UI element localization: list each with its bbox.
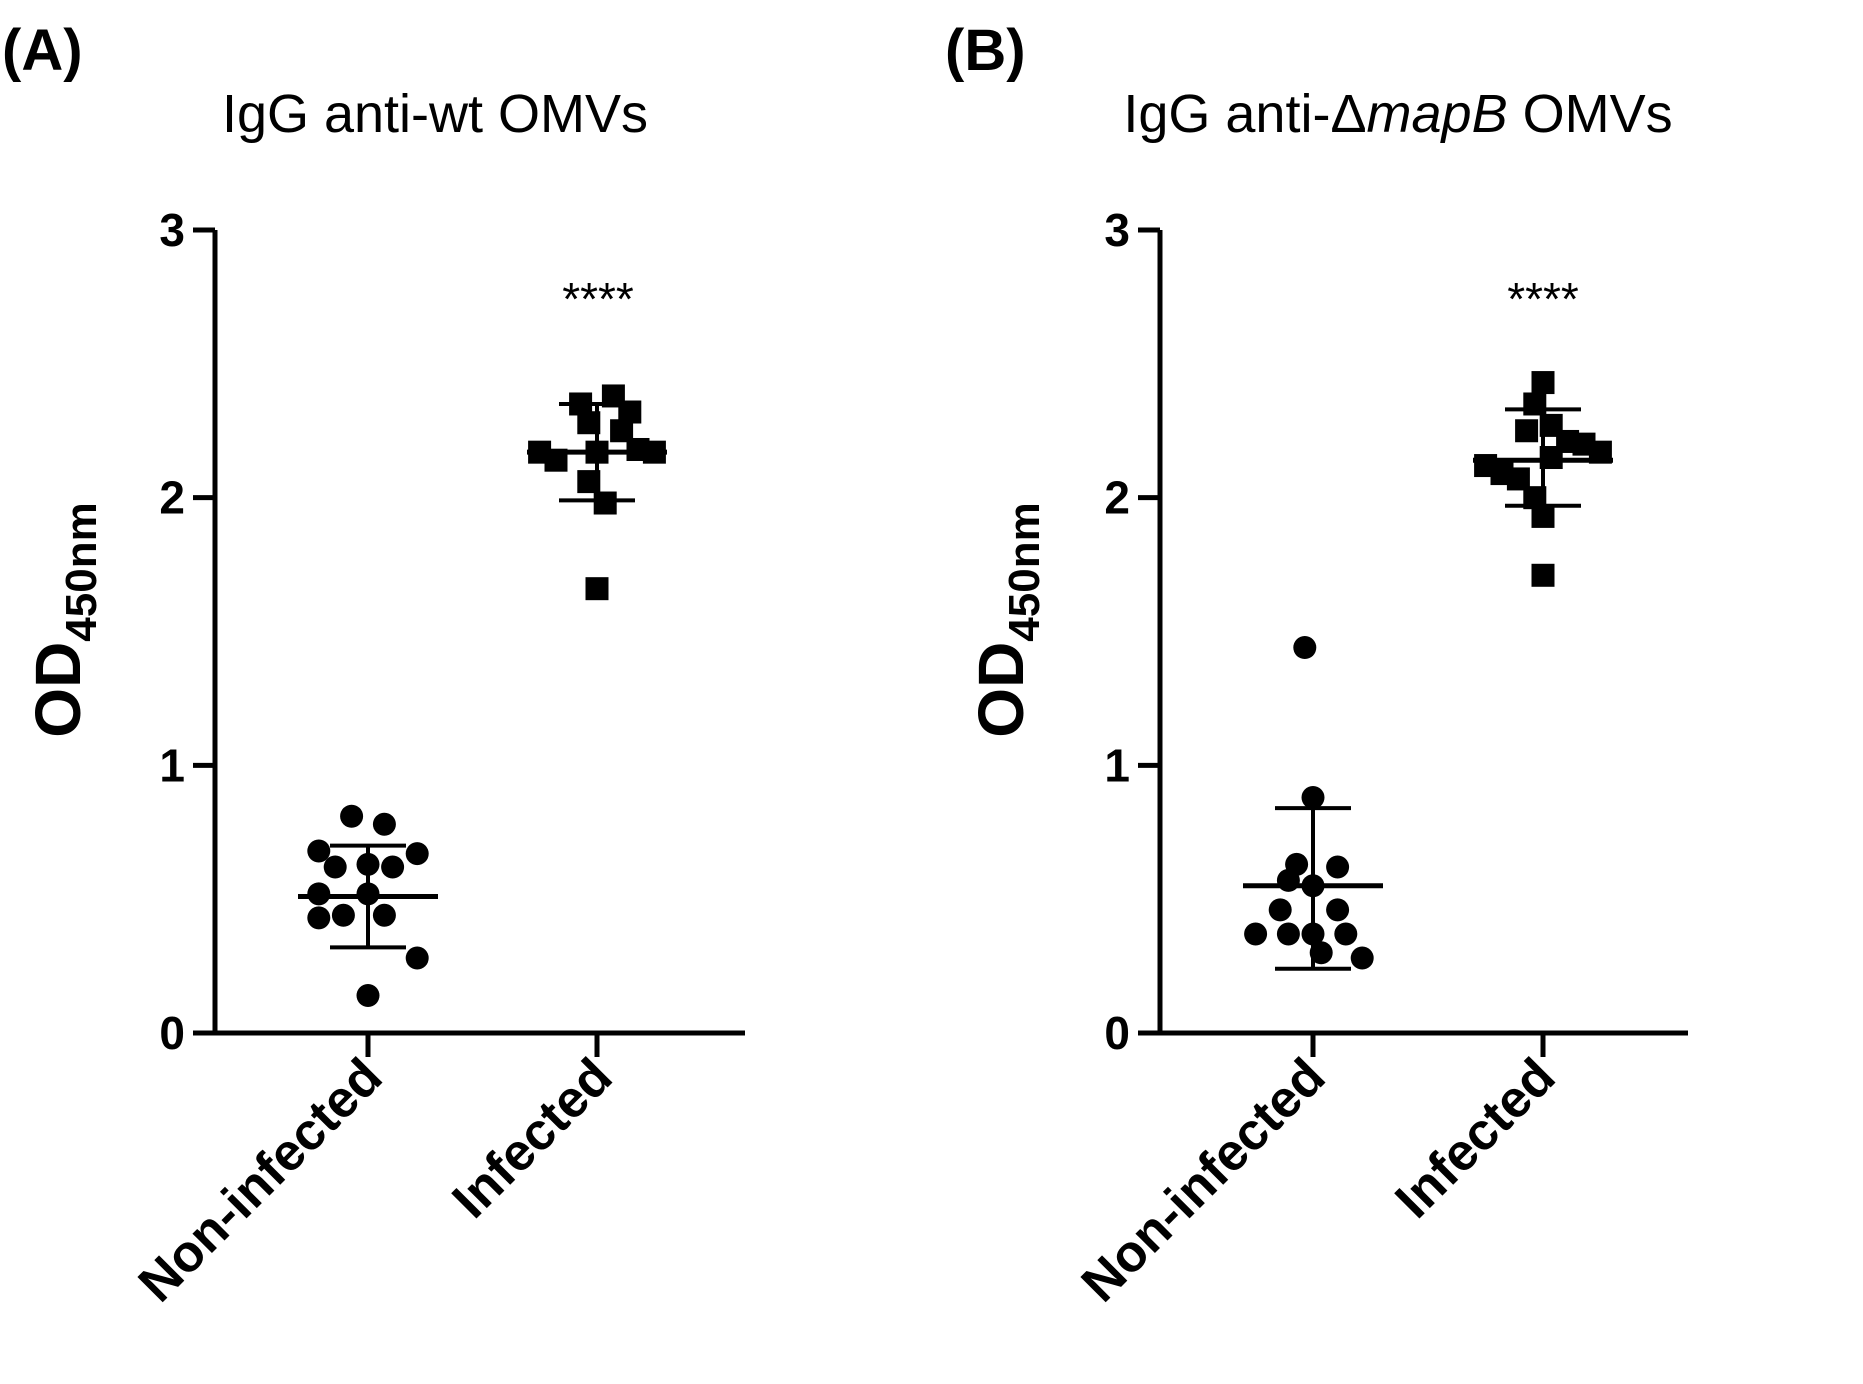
data-point-square bbox=[610, 419, 634, 443]
data-point-circle bbox=[340, 804, 364, 828]
data-point-square bbox=[1531, 504, 1555, 528]
y-tick-label: 1 bbox=[1104, 739, 1130, 791]
data-point-circle bbox=[307, 906, 331, 930]
data-point-circle bbox=[1276, 868, 1300, 892]
x-tick-label-infected: Infected bbox=[1384, 1047, 1566, 1229]
data-point-circle bbox=[1334, 922, 1358, 946]
y-axis-label-subscript: 450nm bbox=[57, 502, 106, 641]
data-point-circle bbox=[1350, 946, 1374, 970]
y-axis-label-subscript: 450nm bbox=[1000, 502, 1049, 641]
data-point-circle bbox=[1326, 855, 1350, 879]
title-text: IgG anti- bbox=[1123, 84, 1330, 144]
data-point-circle bbox=[356, 984, 380, 1008]
data-point-circle bbox=[372, 903, 396, 927]
y-tick-label: 0 bbox=[159, 1007, 185, 1059]
data-point-square bbox=[1539, 446, 1563, 470]
data-point-circle bbox=[1244, 922, 1268, 946]
y-axis-label: OD450nm bbox=[22, 502, 106, 737]
data-point-square bbox=[1523, 486, 1547, 510]
y-tick-label: 1 bbox=[159, 739, 185, 791]
y-axis-label-main: OD bbox=[965, 642, 1037, 738]
data-point-circle bbox=[405, 946, 429, 970]
data-point-circle bbox=[1301, 785, 1325, 809]
x-tick-label-infected: Infected bbox=[441, 1047, 623, 1229]
title-text: IgG anti-wt OMVs bbox=[222, 84, 648, 144]
x-tick-label-non-infected: Non-infected bbox=[1071, 1047, 1337, 1313]
title-suffix: OMVs bbox=[1508, 84, 1673, 144]
chart-title: IgG anti-ΔmapB OMVs bbox=[1123, 84, 1672, 144]
data-point-circle bbox=[323, 855, 347, 879]
y-axis-label-main: OD bbox=[22, 642, 94, 738]
data-point-square bbox=[618, 400, 642, 424]
y-tick-label: 3 bbox=[159, 204, 185, 256]
data-point-circle bbox=[1293, 636, 1317, 660]
panel-label: (B) bbox=[945, 18, 1026, 83]
data-point-circle bbox=[1268, 898, 1292, 922]
panel-a: (A) IgG anti-wt OMVs OD450nm **** Non-in… bbox=[2, 18, 745, 1313]
y-tick-label: 2 bbox=[1104, 472, 1130, 524]
data-point-square bbox=[577, 411, 601, 435]
data-point-square bbox=[1531, 563, 1555, 587]
data-point-square bbox=[1506, 467, 1530, 491]
y-tick-label: 0 bbox=[1104, 1007, 1130, 1059]
plot-area: 0 1 2 3 bbox=[159, 204, 745, 1059]
chart-title: IgG anti-wt OMVs bbox=[222, 84, 648, 144]
data-point-square bbox=[1531, 371, 1555, 395]
data-point-circle bbox=[307, 882, 331, 906]
data-point-circle bbox=[307, 839, 331, 863]
data-point-square bbox=[585, 577, 609, 601]
plot-area: 0 1 2 3 bbox=[1104, 204, 1688, 1059]
data-point-square bbox=[1515, 419, 1539, 443]
data-point-square bbox=[577, 470, 601, 494]
panel-label: (A) bbox=[2, 18, 83, 83]
significance-marker: **** bbox=[1507, 273, 1579, 325]
y-tick-label: 3 bbox=[1104, 204, 1130, 256]
data-point-circle bbox=[331, 903, 355, 927]
data-point-square bbox=[593, 491, 617, 515]
significance-marker: **** bbox=[562, 273, 634, 325]
data-point-circle bbox=[405, 842, 429, 866]
data-point-circle bbox=[1309, 941, 1333, 965]
title-gene-name: mapB bbox=[1367, 84, 1508, 144]
delta-symbol: Δ bbox=[1330, 84, 1366, 144]
data-point-circle bbox=[1326, 898, 1350, 922]
y-tick-label: 2 bbox=[159, 472, 185, 524]
y-axis-label: OD450nm bbox=[965, 502, 1049, 737]
data-point-circle bbox=[372, 812, 396, 836]
panel-b: (B) IgG anti-ΔmapB OMVs OD450nm **** Non… bbox=[945, 18, 1688, 1313]
data-point-circle bbox=[1276, 922, 1300, 946]
data-point-circle bbox=[381, 855, 405, 879]
x-tick-label-non-infected: Non-infected bbox=[128, 1047, 394, 1313]
